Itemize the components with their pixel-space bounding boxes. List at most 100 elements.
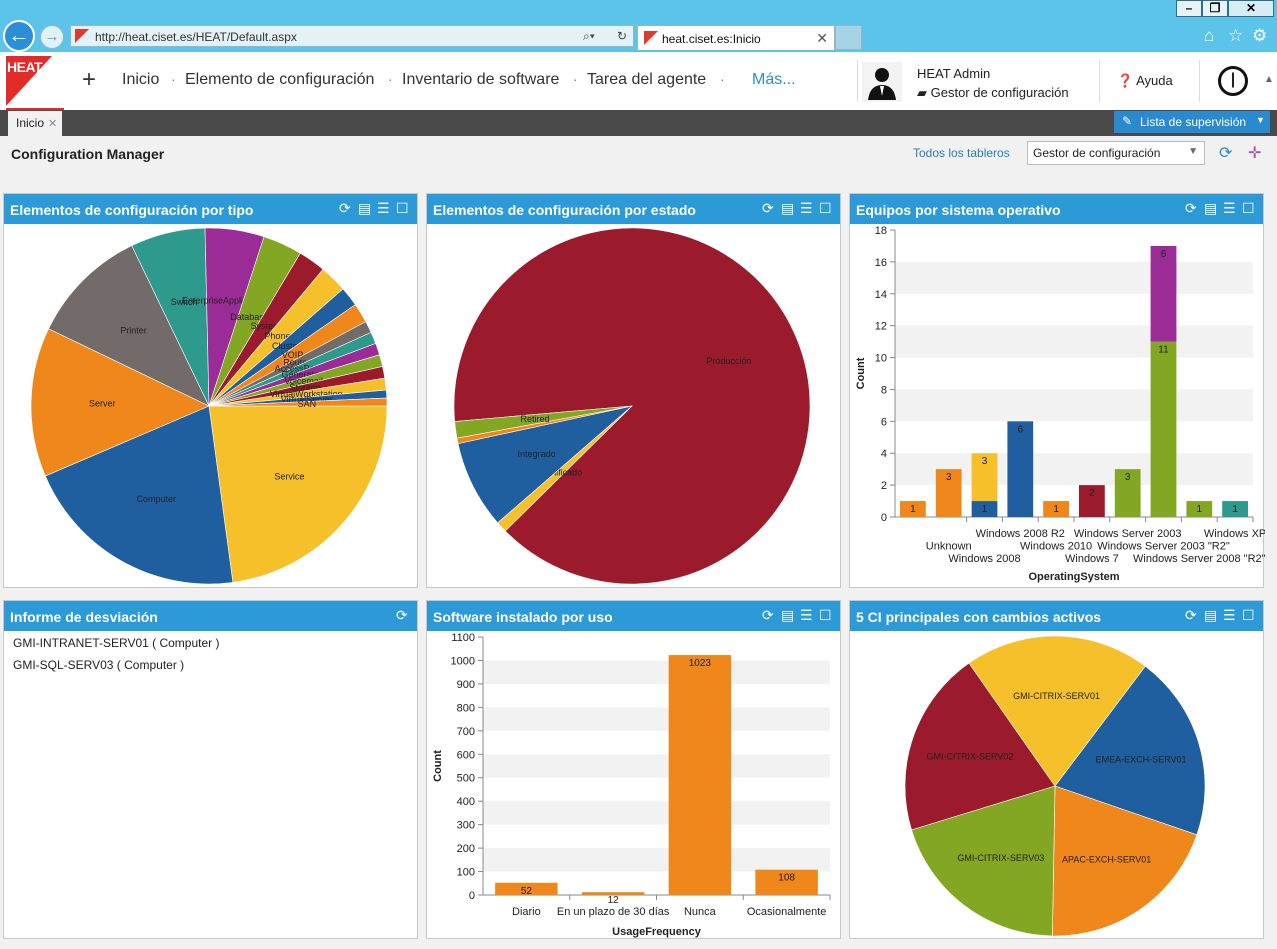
pie-slice [1052, 785, 1198, 937]
logout-power-button[interactable]: | [1218, 66, 1248, 96]
slice-label: System [251, 321, 281, 331]
export-icon[interactable]: ▤ [1204, 200, 1218, 216]
new-tab-button[interactable] [835, 25, 862, 50]
logo-underline [6, 108, 64, 111]
list-icon[interactable]: ☰ [377, 200, 390, 216]
favorites-star-icon[interactable]: ☆ [1228, 26, 1244, 45]
nav-inicio[interactable]: Inicio [122, 71, 160, 88]
tab-inicio[interactable]: Inicio ✕ [8, 111, 62, 136]
help-icon: ❓ [1117, 73, 1134, 88]
bar-value-label: 11 [1158, 345, 1169, 356]
forward-button[interactable]: → [40, 25, 64, 49]
maximize-button[interactable]: ❐ [1202, 0, 1228, 17]
tab-favicon-icon [644, 31, 658, 45]
nav-separator: · [388, 71, 393, 87]
url-text: http://heat.ciset.es/HEAT/Default.aspx [95, 30, 297, 44]
refresh-icon[interactable]: ↻ [617, 29, 628, 43]
minimize-button[interactable]: – [1176, 0, 1202, 17]
add-icon[interactable]: + [82, 66, 97, 93]
search-icon[interactable]: ⌕▾ [583, 29, 595, 43]
x-tick-label: Windows Server 2008 "R2" [1133, 553, 1265, 565]
nav-elemento-configuracion[interactable]: Elemento de configuración [185, 71, 375, 88]
board-select[interactable]: Gestor de configuración ▼ [1027, 141, 1205, 165]
heat-logo[interactable]: HEAT [6, 56, 52, 106]
back-button[interactable]: ← [3, 20, 35, 52]
export-icon[interactable]: ▤ [358, 200, 372, 216]
refresh-icon[interactable]: ⟳ [762, 200, 774, 216]
slice-label: GMI-CITRIX-SERV02 [926, 752, 1013, 762]
layout-icon[interactable]: ✛ [1248, 145, 1262, 162]
maximize-icon[interactable]: ☐ [1242, 607, 1255, 623]
refresh-icon[interactable]: ⟳ [339, 200, 351, 216]
close-window-button[interactable]: ✕ [1228, 0, 1274, 17]
slice-label: Voicemail [284, 376, 323, 386]
panel-title: Informe de desviación [10, 609, 158, 625]
watchlist-button[interactable]: ✎ Lista de supervisión ▼ [1114, 111, 1270, 133]
user-menu[interactable]: HEAT Admin ▰ Gestor de configuración [862, 56, 1098, 104]
export-icon[interactable]: ▤ [781, 607, 795, 623]
y-tick-label: 500 [457, 773, 475, 785]
briefcase-icon: ▰ [917, 85, 931, 100]
top-ci-pie-chart: EMEA-EXCH-SERV01 APAC-EXCH-SERV01 GMI-CITR… [904, 635, 1206, 937]
slice-label: Switch [171, 297, 198, 307]
user-name: HEAT Admin [917, 66, 991, 81]
usage-bar-chart: 0 100 200 300 400 500 600 700 800 900 1000 1100 52 12… [432, 632, 831, 938]
close-tab-icon[interactable]: ✕ [816, 30, 828, 46]
y-tick-label: 800 [457, 702, 475, 714]
slice-label: AccessPoint [275, 364, 325, 374]
maximize-icon[interactable]: ☐ [819, 200, 832, 216]
bar [1150, 341, 1177, 517]
maximize-icon[interactable]: ☐ [819, 607, 832, 623]
settings-gear-icon[interactable]: ⚙ [1252, 26, 1268, 45]
x-tick-label: Windows 2008 [948, 553, 1020, 565]
export-icon[interactable]: ▤ [1204, 607, 1218, 623]
refresh-icon[interactable]: ⟳ [1219, 145, 1233, 162]
y-tick-label: 100 [457, 867, 475, 879]
refresh-icon[interactable]: ⟳ [1185, 200, 1197, 216]
refresh-icon[interactable]: ⟳ [1185, 607, 1197, 623]
y-tick-label: 18 [875, 225, 887, 237]
grid-band [483, 801, 830, 825]
user-role: ▰ Gestor de configuración [917, 85, 1069, 101]
y-tick-label: 2 [881, 480, 887, 492]
maximize-icon[interactable]: ☐ [1242, 200, 1255, 216]
bar [1114, 469, 1141, 517]
y-tick-label: 600 [457, 749, 475, 761]
bar-value-label: 3 [946, 472, 952, 483]
refresh-icon[interactable]: ⟳ [396, 607, 408, 623]
export-icon[interactable]: ▤ [781, 200, 795, 216]
nav-tarea-agente[interactable]: Tarea del agente [587, 71, 707, 88]
nav-inventario-software[interactable]: Inventario de software [402, 71, 560, 88]
maximize-icon[interactable]: ☐ [396, 200, 409, 216]
bar [495, 882, 558, 895]
home-icon[interactable]: ⌂ [1204, 26, 1215, 45]
nav-more[interactable]: Más... [752, 71, 796, 88]
scroll-up-icon[interactable]: ▲ [1264, 74, 1274, 85]
list-item[interactable]: GMI-SQL-SERV03 ( Computer ) [13, 658, 185, 672]
list-icon[interactable]: ☰ [1223, 607, 1236, 623]
list-icon[interactable]: ☰ [800, 607, 813, 623]
address-bar[interactable]: http://heat.ciset.es/HEAT/Default.aspx ⌕… [70, 25, 634, 47]
app-header: HEAT + Inicio · Elemento de configuració… [0, 52, 1277, 111]
all-boards-link[interactable]: Todos los tableros [913, 146, 1010, 160]
pie-slice [208, 405, 388, 583]
y-tick-label: 1100 [451, 632, 475, 644]
panel-top-ci-changes: 5 CI principales con cambios activos ⟳ ▤… [849, 600, 1264, 939]
panel-title: Equipos por sistema operativo [856, 202, 1061, 218]
x-tick-label: Ocasionalmente [747, 906, 827, 918]
x-axis-label: OperatingSystem [1028, 571, 1119, 583]
list-icon[interactable]: ☰ [1223, 200, 1236, 216]
browser-tab[interactable]: heat.ciset.es:Inicio ✕ [637, 25, 835, 50]
refresh-icon[interactable]: ⟳ [762, 607, 774, 623]
slice-label: Storage [289, 382, 321, 392]
list-icon[interactable]: ☰ [800, 200, 813, 216]
help-button[interactable]: ❓ Ayuda [1117, 73, 1173, 89]
pie-slice [44, 405, 234, 585]
nav-separator: · [573, 71, 578, 87]
x-tick-label: Diario [512, 906, 541, 918]
slice-label: VOIP [282, 350, 304, 360]
panel-title: Elementos de configuración por tipo [10, 202, 254, 218]
chevron-down-icon: ▼ [1256, 115, 1265, 125]
list-item[interactable]: GMI-INTRANET-SERV01 ( Computer ) [13, 636, 220, 650]
close-tab-icon[interactable]: ✕ [48, 118, 58, 130]
